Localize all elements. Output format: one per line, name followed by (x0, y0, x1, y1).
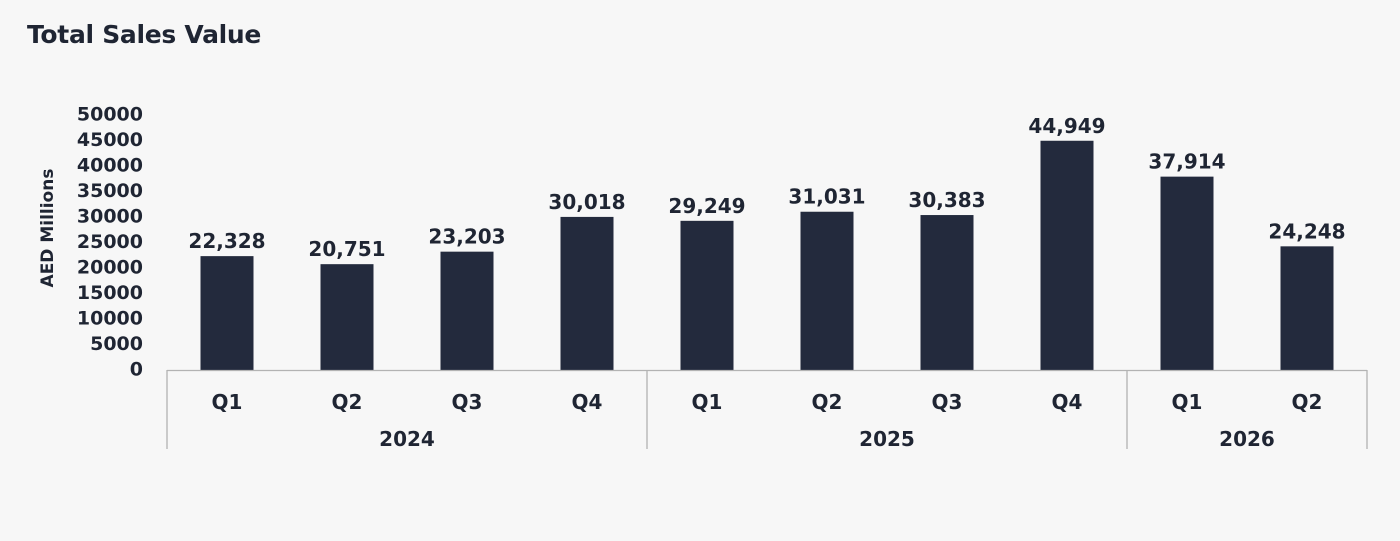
x-group-label: 2025 (859, 427, 915, 451)
bar (800, 211, 854, 370)
bar-value-label: 22,328 (188, 229, 265, 253)
bar (200, 256, 254, 370)
y-axis-label: AED Millions (38, 169, 58, 288)
bar-value-label: 29,249 (668, 194, 745, 218)
bar-value-label: 30,018 (548, 190, 625, 214)
x-group-label: 2024 (379, 427, 435, 451)
x-tick-label: Q4 (572, 390, 603, 414)
y-tick-label: 20000 (77, 257, 143, 279)
bar-value-label: 30,383 (908, 188, 985, 212)
bar (1160, 176, 1214, 370)
bar-value-label: 44,949 (1028, 114, 1105, 138)
y-tick-label: 30000 (77, 206, 143, 228)
bar (1040, 140, 1094, 370)
y-tick-label: 15000 (77, 282, 143, 304)
bar-value-label: 31,031 (788, 185, 865, 209)
bar-value-label: 20,751 (308, 237, 385, 261)
bar (920, 215, 974, 370)
bar (440, 251, 494, 370)
bar (560, 216, 614, 370)
y-tick-label: 35000 (77, 180, 143, 202)
x-tick-label: Q3 (932, 390, 963, 414)
x-tick-label: Q3 (452, 390, 483, 414)
bar-value-label: 23,203 (428, 225, 505, 249)
y-tick-label: 5000 (90, 333, 143, 355)
bar (680, 220, 734, 370)
y-tick-label: 50000 (77, 104, 143, 126)
y-axis-ticks: 0 5000 10000 15000 20000 25000 30000 35000 40000… (77, 104, 143, 381)
y-tick-label: 40000 (77, 155, 143, 177)
y-tick-label: 25000 (77, 231, 143, 253)
bar (1280, 246, 1334, 370)
x-tick-label: Q2 (1292, 390, 1323, 414)
y-tick-label: 0 (130, 359, 143, 381)
x-tick-label: Q4 (1052, 390, 1083, 414)
y-tick-label: 45000 (77, 129, 143, 151)
bar (320, 264, 374, 370)
x-tick-label: Q2 (812, 390, 843, 414)
bar-value-label: 37,914 (1148, 150, 1225, 174)
x-axis: Q1 Q2 Q3 Q4 Q1 Q2 Q3 Q4 Q1 Q2 2024 2025 2026 (166, 369, 1368, 451)
x-tick-label: Q1 (212, 390, 243, 414)
x-group-label: 2026 (1219, 427, 1275, 451)
x-tick-label: Q1 (692, 390, 723, 414)
chart-title: Total Sales Value (27, 20, 262, 49)
x-tick-label: Q2 (332, 390, 363, 414)
y-tick-label: 10000 (77, 308, 143, 330)
bar-value-label: 24,248 (1268, 219, 1345, 243)
bars (200, 140, 1334, 370)
data-labels: 22,328 20,751 23,203 30,018 29,249 31,031 30,3… (188, 114, 1345, 261)
x-tick-label: Q1 (1172, 390, 1203, 414)
